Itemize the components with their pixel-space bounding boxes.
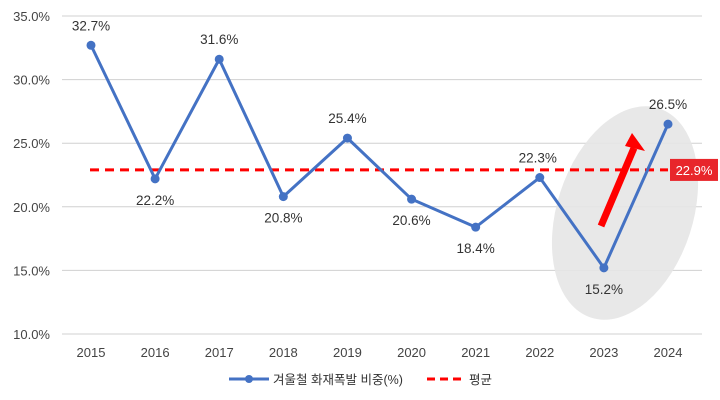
data-label: 15.2% <box>585 282 623 297</box>
x-tick-label: 2023 <box>589 345 618 360</box>
x-tick-label: 2015 <box>77 345 106 360</box>
data-label: 32.7% <box>72 18 110 33</box>
highlight-ellipse <box>551 106 699 320</box>
data-label: 25.4% <box>328 111 366 126</box>
data-label: 22.2% <box>136 193 174 208</box>
data-point <box>278 192 288 202</box>
y-tick-label: 35.0% <box>13 9 50 24</box>
data-point <box>214 54 224 64</box>
data-label: 18.4% <box>457 241 495 256</box>
x-tick-label: 2022 <box>525 345 554 360</box>
x-tick-label: 2016 <box>141 345 170 360</box>
data-label: 20.8% <box>264 211 302 226</box>
data-point <box>342 133 352 143</box>
average-label: 22.9% <box>676 163 713 178</box>
y-tick-label: 10.0% <box>13 327 50 342</box>
y-tick-label: 20.0% <box>13 200 50 215</box>
x-tick-label: 2020 <box>397 345 426 360</box>
data-point <box>86 40 96 50</box>
y-tick-label: 15.0% <box>13 263 50 278</box>
data-label: 31.6% <box>200 32 238 47</box>
data-point <box>150 174 160 184</box>
trend-arrow-icon <box>597 133 645 228</box>
data-point <box>663 119 673 129</box>
x-tick-label: 2017 <box>205 345 234 360</box>
data-point <box>599 263 609 273</box>
series-line <box>89 44 670 271</box>
data-point <box>471 222 481 232</box>
data-label: 20.6% <box>392 213 430 228</box>
x-tick-label: 2021 <box>461 345 490 360</box>
y-tick-label: 25.0% <box>13 136 50 151</box>
x-tick-label: 2019 <box>333 345 362 360</box>
x-tick-label: 2018 <box>269 345 298 360</box>
data-point <box>535 173 545 183</box>
data-label: 22.3% <box>519 151 557 166</box>
legend-average-label: 평균 <box>469 373 492 387</box>
legend-series-label: 겨울철 화재폭발 비중(%) <box>273 373 403 387</box>
x-tick-label: 2024 <box>654 345 683 360</box>
average-label-box <box>670 158 718 181</box>
legend: 겨울철 화재폭발 비중(%) 평균 <box>229 373 492 387</box>
data-label: 26.5% <box>649 97 687 112</box>
y-tick-label: 30.0% <box>13 73 50 88</box>
data-point <box>407 194 417 204</box>
